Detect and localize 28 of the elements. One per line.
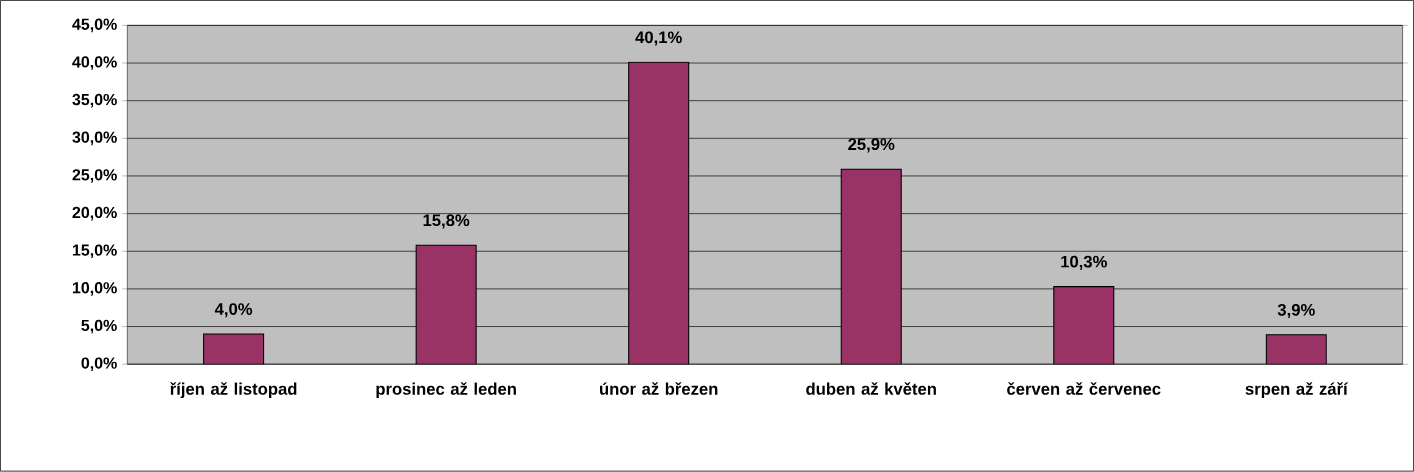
data-label: 10,3% bbox=[1061, 255, 1107, 271]
y-tick-label: 10,0% bbox=[72, 282, 117, 296]
y-tick-label: 15,0% bbox=[72, 244, 117, 259]
x-tick-label: prosinec až leden bbox=[376, 382, 516, 399]
y-tick-label: 25,0% bbox=[72, 169, 117, 184]
x-tick-label: duben až květen bbox=[806, 382, 936, 396]
x-tick-label: únor až březen bbox=[600, 382, 718, 396]
bar bbox=[203, 333, 265, 365]
data-label: 40,1% bbox=[635, 31, 682, 46]
data-label: 25,9% bbox=[848, 138, 895, 153]
y-tick-label: 45,0% bbox=[72, 18, 117, 33]
bar bbox=[840, 168, 902, 365]
bar bbox=[415, 244, 477, 365]
x-tick-label: červen až červenec bbox=[1007, 382, 1161, 396]
x-tick-label: říjen až listopad bbox=[170, 382, 297, 399]
y-tick-label: 0,0% bbox=[81, 357, 117, 372]
bar bbox=[1265, 334, 1327, 365]
data-label: 3,9% bbox=[1277, 304, 1315, 319]
y-tick-label: 35,0% bbox=[72, 94, 117, 108]
y-tick-label: 5,0% bbox=[81, 319, 117, 334]
y-tick-label: 30,0% bbox=[72, 131, 117, 146]
y-tick-label: 40,0% bbox=[72, 56, 117, 71]
bar bbox=[1053, 286, 1115, 365]
data-label: 15,8% bbox=[423, 214, 470, 229]
data-label: 4,0% bbox=[214, 303, 253, 318]
y-tick-label: 20,0% bbox=[72, 207, 117, 221]
bar bbox=[628, 61, 690, 365]
x-tick-label: srpen až září bbox=[1245, 382, 1349, 399]
